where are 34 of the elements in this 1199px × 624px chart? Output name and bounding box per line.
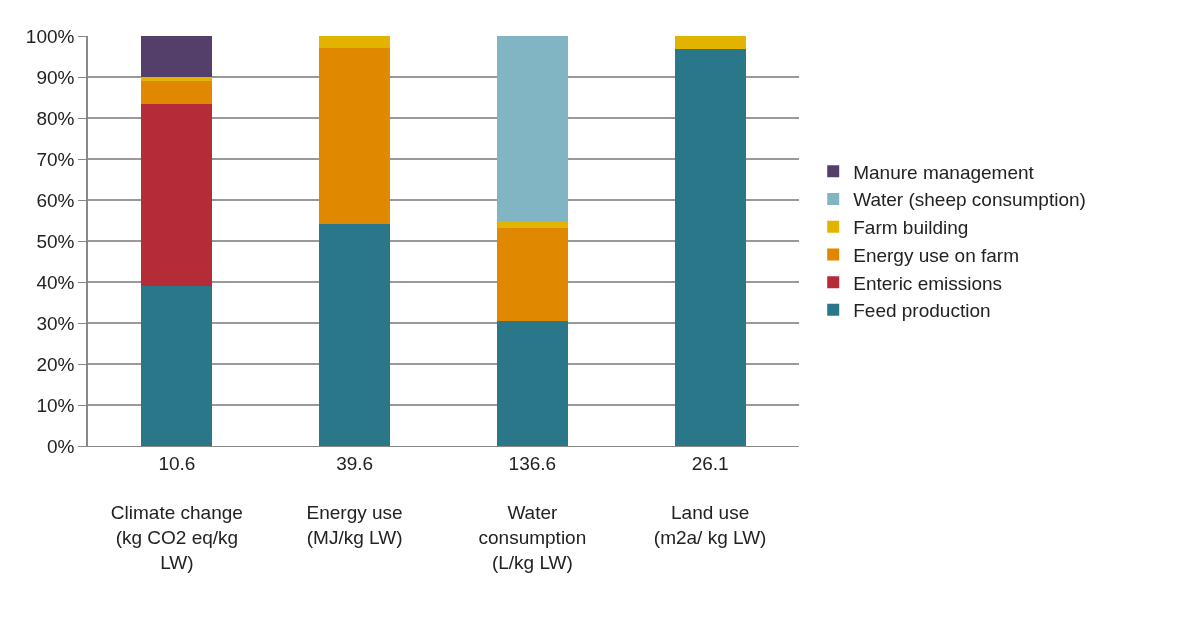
legend-label: Water (sheep consumption): [853, 189, 1086, 211]
y-tick-label: 20%: [36, 353, 75, 375]
y-tick-label: 100%: [25, 25, 75, 47]
category-label: 39.6 Energy use (MJ/kg LW): [306, 452, 403, 548]
bar: [141, 36, 213, 77]
category-label: 136.6 Water consumption (L/kg LW): [478, 452, 587, 573]
y-tick-label: 40%: [36, 271, 75, 293]
legend-label: Manure management: [853, 161, 1035, 183]
legend-label: Farm building: [853, 217, 969, 239]
bar: [319, 47, 391, 225]
y-tick-label: 30%: [36, 312, 75, 334]
y-tick-label: 90%: [36, 66, 75, 88]
bar: [496, 320, 568, 446]
bar: [496, 220, 568, 229]
bar: [319, 36, 391, 48]
bar: [674, 48, 746, 446]
legend-label: Feed production: [853, 300, 991, 322]
y-tick-label: 0%: [46, 435, 75, 457]
y-tick-label: 10%: [36, 394, 75, 416]
bar: [674, 36, 746, 49]
y-tick-label: 60%: [36, 189, 75, 211]
bar: [319, 224, 391, 446]
y-tick-label: 70%: [36, 148, 75, 170]
category-label: 26.1 Land use (m2a/ kg LW): [653, 452, 767, 548]
y-tick-label: 50%: [36, 230, 75, 252]
legend-label: Energy use on farm: [853, 244, 1020, 266]
y-tick-label: 80%: [36, 107, 75, 129]
category-label: 10.6 Climate change (kg CO2 eq/kg LW): [110, 452, 243, 573]
bar: [496, 36, 568, 221]
legend-label: Enteric emissions: [853, 272, 1003, 294]
bar: [141, 81, 213, 105]
bar: [496, 228, 568, 321]
bar: [141, 285, 213, 446]
bar: [141, 104, 213, 286]
